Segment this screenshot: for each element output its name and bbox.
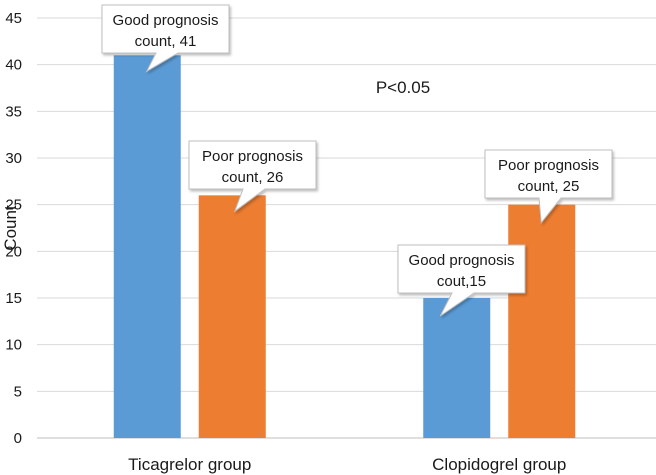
data-label-callouts: Good prognosis count, 41 Good prognosis cou… — [101, 4, 613, 317]
y-axis-label: Count — [1, 205, 20, 251]
data-label-text: count, 25 — [518, 178, 580, 195]
bar-good-prognosis-clopidogrel-group — [423, 298, 491, 438]
y-tick-label: 20 — [5, 243, 22, 260]
x-category-label-ticagrelor-group: Ticagrelor group — [128, 455, 251, 474]
y-tick-label: 30 — [5, 150, 22, 167]
callout-box — [101, 4, 230, 73]
data-label-text: Good prognosis — [113, 12, 219, 29]
data-label-poor-prognosis-clopidogrel-group: Poor prognosis count, 25 — [484, 149, 613, 224]
bar-poor-prognosis-clopidogrel-group — [508, 204, 576, 438]
data-label-text: count, 41 — [135, 33, 197, 50]
x-category-label-clopidogrel-group: Clopidogrel group — [432, 455, 566, 474]
x-axis-categories: Ticagrelor group Clopidogrel group — [128, 455, 566, 474]
y-tick-label: 5 — [14, 383, 22, 400]
data-label-poor-prognosis-ticagrelor-group: Poor prognosis count, 26 — [188, 140, 317, 213]
data-label-good-prognosis-ticagrelor-group: Good prognosis count, 41 — [101, 4, 230, 73]
bars — [113, 55, 576, 438]
y-tick-label: 0 — [14, 430, 22, 447]
data-label-text: Poor prognosis — [498, 157, 599, 174]
data-label-text: Good prognosis — [409, 252, 515, 269]
data-label-text: count, 26 — [222, 169, 284, 186]
bar-poor-prognosis-ticagrelor-group — [198, 195, 266, 438]
callout-box — [484, 149, 613, 224]
bar-good-prognosis-ticagrelor-group — [113, 55, 181, 438]
data-label-good-prognosis-clopidogrel-group: Good prognosis cout,15 — [397, 244, 526, 317]
y-tick-label: 40 — [5, 57, 22, 74]
y-tick-label: 25 — [5, 197, 22, 214]
data-label-text: Poor prognosis — [202, 148, 303, 165]
y-tick-label: 35 — [5, 103, 22, 120]
y-tick-label: 15 — [5, 290, 22, 307]
y-axis-ticks: 0 5 10 15 20 25 30 35 40 45 — [5, 10, 22, 447]
p-value-annotation: P<0.05 — [376, 78, 430, 97]
callout-box — [397, 244, 526, 317]
y-tick-label: 45 — [5, 10, 22, 27]
y-tick-label: 10 — [5, 337, 22, 354]
data-label-text: cout,15 — [437, 273, 486, 290]
callout-box — [188, 140, 317, 213]
